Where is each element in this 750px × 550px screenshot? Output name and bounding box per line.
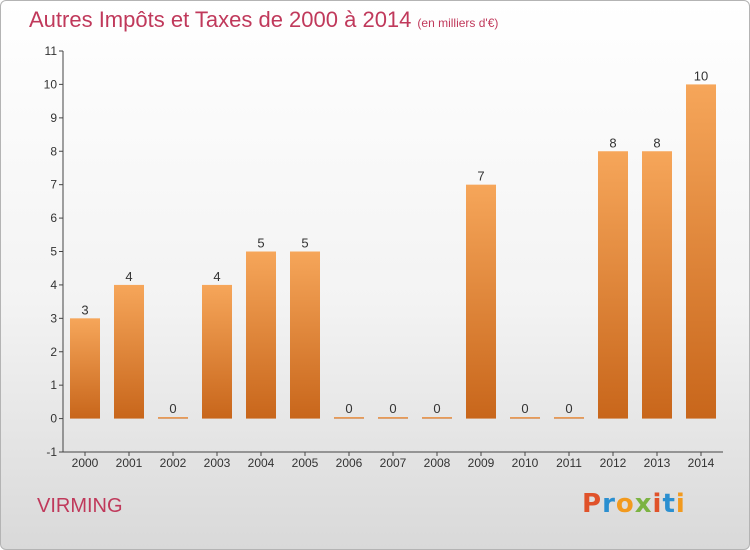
bar-value-label: 0 [345, 401, 352, 416]
logo-letter: i [675, 489, 686, 519]
bar-2006 [334, 417, 364, 419]
bar-2011 [554, 417, 584, 419]
x-tick-label: 2002 [160, 456, 187, 470]
bar-2003 [202, 284, 232, 419]
proxiti-logo[interactable]: Proxiti [582, 489, 686, 519]
bar-value-label: 0 [433, 401, 440, 416]
bar-value-label: 7 [477, 169, 484, 184]
chart-title: Autres Impôts et Taxes de 2000 à 2014 (en… [29, 7, 498, 33]
logo-letter: o [615, 489, 635, 519]
bar-value-label: 4 [125, 269, 132, 284]
city-name: VIRMING [37, 495, 123, 517]
x-tick-label: 2010 [512, 456, 539, 470]
chart-unit: (en milliers d'€) [417, 16, 499, 30]
y-tick-label: 8 [50, 144, 57, 158]
x-tick-label: 2007 [380, 456, 407, 470]
bar-2009 [466, 184, 496, 419]
bar-2013 [642, 151, 672, 419]
bar-value-label: 0 [169, 401, 176, 416]
bar-2004 [246, 251, 276, 419]
y-tick-label: 2 [50, 345, 57, 359]
bar-2002 [158, 417, 188, 419]
logo-letter: x [634, 489, 653, 519]
y-tick-label: 6 [50, 211, 57, 225]
x-tick-label: 2005 [292, 456, 319, 470]
x-tick-label: 2001 [116, 456, 143, 470]
x-tick-label: 2012 [600, 456, 627, 470]
bar-2007 [378, 417, 408, 419]
y-tick-label: 1 [50, 378, 57, 392]
y-tick-label: 9 [50, 111, 57, 125]
logo-letter: t [662, 489, 676, 519]
bar-value-label: 10 [694, 68, 708, 83]
x-tick-label: 2008 [424, 456, 451, 470]
bar-2014 [686, 84, 716, 419]
bar-value-label: 8 [609, 135, 616, 150]
x-tick-label: 2009 [468, 456, 495, 470]
bar-value-label: 4 [213, 269, 220, 284]
bar-2010 [510, 417, 540, 419]
y-tick-label: 4 [50, 278, 57, 292]
bar-2000 [70, 318, 100, 419]
x-tick-label: 2013 [644, 456, 671, 470]
bar-value-label: 0 [389, 401, 396, 416]
y-tick-label: 3 [50, 311, 57, 325]
bar-value-label: 8 [653, 135, 660, 150]
bar-value-label: 5 [257, 236, 264, 251]
x-tick-label: 2006 [336, 456, 363, 470]
y-tick-label: 11 [45, 44, 58, 58]
y-tick-label: -1 [46, 445, 57, 459]
y-tick-label: 0 [50, 412, 57, 426]
logo-letter: P [582, 489, 603, 519]
y-tick-label: 10 [44, 77, 58, 91]
logo-letter: r [602, 489, 616, 519]
bar-value-label: 5 [301, 236, 308, 251]
bar-2001 [114, 284, 144, 419]
logo-letter: i [652, 489, 663, 519]
chart-title-text: Autres Impôts et Taxes de 2000 à 2014 [29, 7, 412, 32]
bar-value-label: 0 [521, 401, 528, 416]
y-tick-label: 7 [50, 178, 57, 192]
x-tick-label: 2000 [72, 456, 99, 470]
x-tick-label: 2014 [688, 456, 715, 470]
bar-value-label: 0 [565, 401, 572, 416]
x-tick-label: 2004 [248, 456, 275, 470]
bar-2005 [290, 251, 320, 419]
x-tick-label: 2011 [556, 456, 582, 470]
bar-value-label: 3 [81, 302, 88, 317]
bar-2012 [598, 151, 628, 419]
bar-2008 [422, 417, 452, 419]
y-tick-label: 5 [50, 245, 57, 259]
x-tick-label: 2003 [204, 456, 231, 470]
